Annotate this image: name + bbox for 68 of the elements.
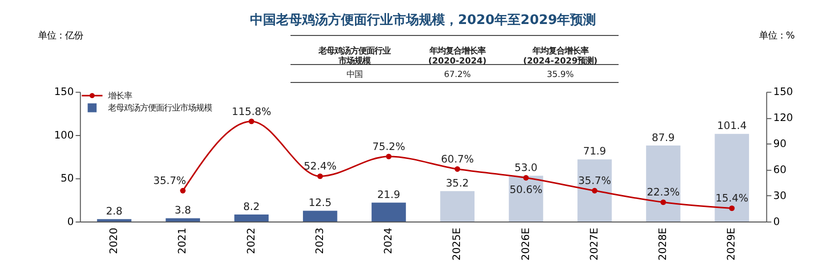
data-label: 22.3%	[646, 186, 680, 199]
data-label: 60.7%	[440, 153, 474, 166]
bar	[440, 191, 475, 222]
bar	[234, 214, 269, 222]
data-label: 53.0	[514, 162, 538, 174]
y2-tick-label: 150	[773, 86, 793, 98]
point	[729, 205, 735, 212]
point	[523, 175, 529, 181]
x-tick-label: 2027E	[588, 228, 600, 260]
y2-tick-label: 90	[773, 138, 786, 150]
data-label: 35.7%	[153, 175, 186, 188]
point	[180, 188, 186, 194]
text: 年均复合增长率 (2024-2029预测)	[523, 45, 598, 66]
data-label: 71.9	[583, 146, 606, 158]
y2-tick-label: 60	[773, 164, 786, 176]
legend-label: 增长率	[107, 90, 132, 100]
y2-tick-label: 0	[773, 216, 780, 228]
data-label: 52.4%	[304, 160, 337, 173]
x-tick-label: 2023	[314, 228, 326, 254]
y2-tick-label: 30	[773, 190, 786, 202]
x-tick-label: 2029E	[726, 228, 738, 260]
data-label: 115.8%	[232, 106, 272, 118]
bar	[372, 202, 406, 222]
x-tick-label: 2028E	[657, 228, 670, 260]
data-label: 15.4%	[715, 192, 748, 205]
y2-tick-label: 120	[773, 112, 793, 124]
text: 中国	[346, 68, 362, 79]
legend-label: 老母鸡汤方便面行业市场规模	[108, 102, 212, 113]
data-label: 8.2	[243, 200, 260, 213]
data-label: 35.7%	[578, 175, 612, 188]
chart-title: 中国老母鸡汤方便面行业市场规模，2020年至2029年预测	[250, 12, 596, 28]
x-tick-label: 2020	[108, 228, 120, 254]
text: 67.2%	[444, 68, 471, 79]
y-tick-label: 0	[67, 216, 74, 228]
bar	[166, 218, 200, 222]
point	[454, 166, 460, 172]
x-tick-label: 2022	[245, 228, 258, 254]
point	[386, 154, 392, 160]
y-tick-label: 150	[54, 86, 74, 98]
point	[317, 173, 323, 180]
data-label: 2.8	[106, 205, 122, 218]
point	[592, 188, 598, 194]
y-tick-label: 50	[60, 172, 74, 185]
bar	[97, 219, 132, 222]
bar	[646, 146, 680, 222]
x-tick-label: 2026E	[520, 228, 532, 260]
data-label: 101.4	[717, 120, 747, 132]
x-tick-label: 2024	[382, 228, 395, 254]
data-label: 87.9	[652, 132, 675, 144]
bar	[714, 134, 750, 222]
point	[660, 199, 666, 206]
data-label: 12.5	[308, 197, 332, 210]
text: 年均复合增长率 (2020-2024)	[428, 45, 487, 66]
y-tick-label: 100	[54, 129, 74, 142]
text: 35.9%	[546, 68, 574, 79]
bar	[302, 210, 338, 222]
data-label: 50.6%	[510, 184, 543, 196]
data-label: 75.2%	[372, 140, 406, 153]
data-label: 35.2	[446, 177, 469, 190]
text: 老母鸡汤方便面行业市场规模	[317, 45, 390, 66]
x-tick-label: 2025E	[451, 228, 464, 260]
y2-axis-title: 单位：%	[758, 30, 795, 42]
x-tick-label: 2021	[176, 228, 189, 254]
y-axis-title: 单位：亿份	[38, 30, 84, 42]
data-label: 3.8	[174, 204, 192, 217]
data-label: 21.9	[377, 188, 400, 201]
point	[248, 118, 254, 124]
bar	[577, 159, 612, 222]
